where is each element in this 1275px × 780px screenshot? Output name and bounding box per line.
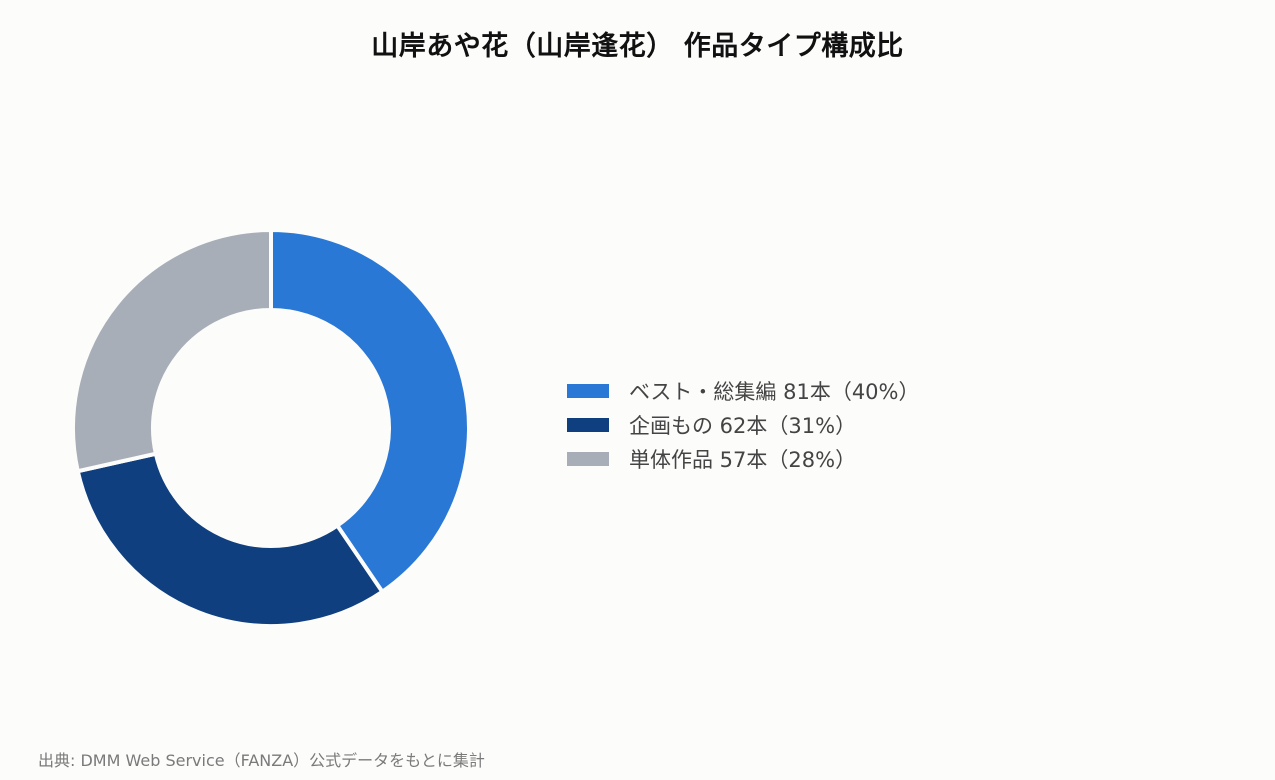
chart-title: 山岸あや花（山岸逢花） 作品タイプ構成比 <box>371 31 904 62</box>
legend-swatch-kikaku <box>567 418 609 432</box>
donut-slice-kikaku <box>75 451 386 628</box>
source-note: 出典: DMM Web Service（FANZA）公式データをもとに集計 <box>38 751 485 770</box>
legend-label-best: ベスト・総集編 81本（40%） <box>629 380 920 404</box>
legend-item-kikaku: 企画もの 62本（31%） <box>567 408 920 442</box>
legend-swatch-tantai <box>567 452 609 466</box>
legend-label-kikaku: 企画もの 62本（31%） <box>629 414 857 438</box>
donut-slice-best <box>269 227 471 595</box>
legend-item-best: ベスト・総集編 81本（40%） <box>567 374 920 408</box>
legend-label-tantai: 単体作品 57本（28%） <box>629 448 857 472</box>
chart-legend: ベスト・総集編 81本（40%） 企画もの 62本（31%） 単体作品 57本（… <box>567 374 920 476</box>
legend-item-tantai: 単体作品 57本（28%） <box>567 442 920 476</box>
legend-swatch-best <box>567 384 609 398</box>
donut-slice-tantai <box>71 227 273 474</box>
